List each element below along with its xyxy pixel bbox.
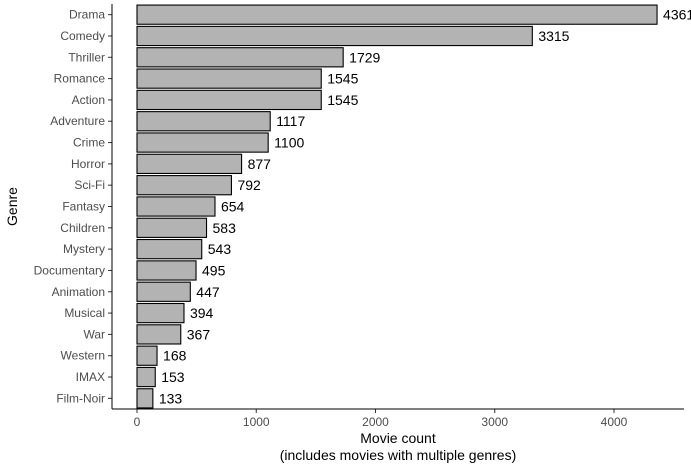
data-label-documentary: 495 <box>202 262 226 278</box>
x-tick-label-0: 0 <box>134 415 141 429</box>
data-label-thriller: 1729 <box>349 49 380 65</box>
y-tick-label-thriller: Thriller <box>68 50 105 64</box>
x-tick-label-4000: 4000 <box>601 415 628 429</box>
bar-comedy <box>136 25 533 47</box>
data-label-sci-fi: 792 <box>237 177 261 193</box>
bar-adventure <box>136 111 271 132</box>
y-tick-label-mystery: Mystery <box>63 242 105 256</box>
data-label-romance: 1545 <box>327 71 358 87</box>
data-label-war: 367 <box>187 326 211 342</box>
data-label-action: 1545 <box>327 92 358 108</box>
bar-sci-fi <box>136 175 232 196</box>
x-tick-label-3000: 3000 <box>481 415 508 429</box>
bar-children <box>136 217 208 238</box>
data-label-animation: 447 <box>196 284 220 300</box>
bar-imax <box>136 366 156 388</box>
y-axis-title: Genre <box>4 187 20 226</box>
bars-group <box>136 4 658 409</box>
bar-horror <box>136 153 243 175</box>
bar-romance <box>136 68 322 89</box>
data-label-musical: 394 <box>190 305 214 321</box>
bar-mystery <box>136 238 203 260</box>
y-tick-label-comedy: Comedy <box>60 29 105 43</box>
bar-drama <box>136 4 658 25</box>
y-tick-label-horror: Horror <box>71 157 105 171</box>
y-tick-label-fantasy: Fantasy <box>62 200 105 214</box>
y-tick-label-animation: Animation <box>52 285 105 299</box>
bar-musical <box>136 302 185 324</box>
y-tick-label-documentary: Documentary <box>34 263 105 277</box>
data-label-western: 168 <box>163 348 187 364</box>
data-label-imax: 153 <box>161 369 185 385</box>
data-label-comedy: 3315 <box>538 28 569 44</box>
bar-animation <box>136 281 191 302</box>
y-tick-label-romance: Romance <box>54 72 106 86</box>
y-axis-ticks: Drama Comedy Thriller Romance Action Adventur… <box>34 8 112 405</box>
data-label-fantasy: 654 <box>221 199 245 215</box>
x-axis-title: Movie count <box>360 430 436 446</box>
x-axis-subtitle: (includes movies with multiple genres) <box>280 447 517 463</box>
bar-thriller <box>136 47 344 68</box>
bar-film-noir <box>136 388 154 409</box>
bar-crime <box>136 132 269 153</box>
bar-fantasy <box>136 196 216 217</box>
data-label-drama: 4361 <box>663 7 691 23</box>
data-label-mystery: 543 <box>208 241 232 257</box>
y-tick-label-drama: Drama <box>69 8 105 22</box>
bar-documentary <box>136 260 197 281</box>
y-tick-label-musical: Musical <box>64 306 105 320</box>
data-label-crime: 1100 <box>274 135 304 151</box>
bar-western <box>136 345 158 366</box>
y-tick-label-children: Children <box>60 221 105 235</box>
y-tick-label-action: Action <box>72 93 105 107</box>
x-tick-label-1000: 1000 <box>243 415 270 429</box>
bar-war <box>136 324 182 345</box>
y-tick-label-adventure: Adventure <box>50 114 105 128</box>
data-label-children: 583 <box>213 220 237 236</box>
data-label-adventure: 1117 <box>276 113 305 129</box>
x-tick-label-2000: 2000 <box>362 415 389 429</box>
data-label-horror: 877 <box>248 156 272 172</box>
y-tick-label-sci-fi: Sci-Fi <box>74 178 105 192</box>
y-tick-label-war: War <box>83 327 105 341</box>
x-axis-ticks: 0 1000 2000 3000 4000 <box>134 409 628 429</box>
y-tick-label-western: Western <box>61 349 105 363</box>
y-tick-label-crime: Crime <box>73 136 105 150</box>
y-tick-label-film-noir: Film-Noir <box>56 391 105 405</box>
bar-action <box>136 89 322 111</box>
y-tick-label-imax: IMAX <box>76 370 105 384</box>
data-label-film-noir: 133 <box>159 390 183 406</box>
